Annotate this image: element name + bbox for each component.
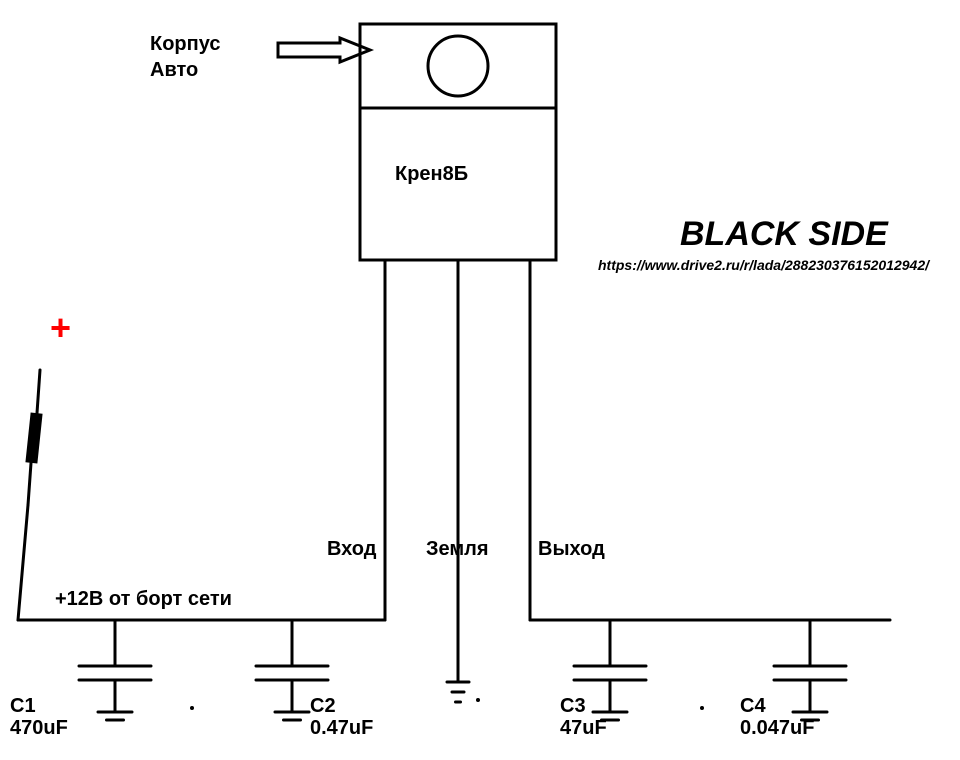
capacitor-id: C2	[310, 695, 336, 717]
capacitor-value: 0.047uF	[740, 717, 814, 739]
svg-text:Земля: Земля	[426, 538, 489, 560]
svg-text:Крен8Б: Крен8Б	[395, 163, 468, 185]
capacitor-id: C4	[740, 695, 766, 717]
capacitor-id: C3	[560, 695, 586, 717]
arrow-icon	[278, 38, 370, 62]
svg-text:Выход: Выход	[538, 538, 605, 560]
plus-symbol: +	[50, 307, 71, 348]
capacitor-value: 470uF	[10, 717, 68, 739]
svg-text:Вход: Вход	[327, 538, 377, 560]
mounting-hole	[428, 36, 488, 96]
brand-url: https://www.drive2.ru/r/lada/28823037615…	[598, 257, 931, 273]
capacitor-id: C1	[10, 695, 36, 717]
brand-title: BLACK SIDE	[680, 215, 889, 253]
fuse-icon	[25, 413, 42, 464]
svg-text:Корпус: Корпус	[150, 33, 220, 55]
svg-text:Авто: Авто	[150, 59, 198, 81]
svg-text:+12В от борт сети: +12В от борт сети	[55, 588, 232, 610]
capacitor-value: 0.47uF	[310, 717, 373, 739]
circuit-diagram: Крен8Б Вход Земля Выход Корпус Авто BLACK SIDE…	[0, 0, 960, 760]
capacitor-value: 47uF	[560, 717, 607, 739]
